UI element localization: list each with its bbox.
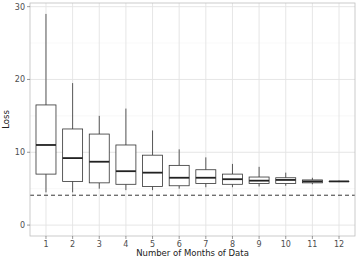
grid-line [30,6,355,7]
x-tick-label: 4 [123,240,128,249]
grid-line-x [125,3,126,236]
grid-line [30,79,355,80]
x-axis-title: Number of Months of Data [136,248,249,258]
median [196,177,216,179]
box [196,170,216,184]
grid-line-x [72,3,73,236]
box [143,155,163,186]
reference-line [30,195,355,196]
whisker-lower [152,186,153,190]
x-tick [45,236,46,239]
median [329,180,349,182]
y-tick [27,6,30,7]
median [116,170,136,172]
y-tick-label: 10 [15,148,25,157]
grid-line-x [312,3,313,236]
median [89,161,109,163]
x-tick-label: 3 [97,240,102,249]
whisker-upper [45,14,46,105]
x-tick [205,236,206,239]
whisker-lower [72,181,73,192]
y-tick [27,225,30,226]
whisker-upper [179,149,180,165]
marks [30,14,355,195]
median [143,172,163,174]
x-tick [339,236,340,239]
median [249,180,269,182]
x-tick [179,236,180,239]
grid-line-x [179,3,180,236]
grid-line-x [205,3,206,236]
box [116,145,136,184]
whisker-upper [125,109,126,145]
grid-line-x [99,3,100,236]
median [222,178,242,180]
box [89,134,109,183]
y-tick-label: 30 [15,3,25,12]
median [169,177,189,179]
whisker-upper [72,83,73,129]
box [36,105,56,174]
minor-grid [30,188,355,189]
x-tick [99,236,100,239]
box [302,180,322,183]
x-tick-label: 10 [281,240,291,249]
box [249,177,269,184]
whisker-lower [45,174,46,192]
chart: 0102030123456789101112Number of Months o… [0,0,360,258]
median [36,144,56,146]
box [329,181,349,182]
box [169,165,189,185]
panel-border [30,3,355,236]
x-tick [259,236,260,239]
y-tick [27,152,30,153]
whisker-upper [99,116,100,134]
whisker-lower [99,183,100,189]
median [276,179,296,181]
grid-line-x [259,3,260,236]
y-tick-label: 20 [15,75,25,84]
whisker-lower [179,186,180,189]
x-tick [72,236,73,239]
x-tick [125,236,126,239]
grid-line-x [285,3,286,236]
x-tick [232,236,233,239]
grid-line-x [339,3,340,236]
grid-line-x [152,3,153,236]
x-tick-label: 1 [43,240,48,249]
minor-grid [30,43,355,44]
whisker-lower [125,184,126,190]
x-tick-label: 2 [70,240,75,249]
grid-line-x [232,3,233,236]
x-tick [285,236,286,239]
y-tick [27,79,30,80]
whisker-upper [152,130,153,155]
box [276,178,296,184]
median [302,180,322,182]
plot-panel [30,3,355,236]
minor-grid [30,115,355,116]
whisker-upper [285,173,286,178]
x-tick [312,236,313,239]
x-tick-label: 12 [334,240,344,249]
whisker-upper [205,157,206,169]
box [222,174,242,184]
x-tick-label: 11 [307,240,317,249]
whisker-lower [259,184,260,187]
whisker-lower [205,184,206,188]
whisker-lower [232,184,233,187]
x-tick [152,236,153,239]
whisker-upper [259,167,260,177]
y-axis-title: Loss [1,110,11,129]
whisker-upper [232,164,233,174]
grid-line [30,225,355,226]
box [63,129,83,181]
x-tick-label: 9 [257,240,262,249]
y-tick-label: 0 [20,221,25,230]
median [63,157,83,159]
